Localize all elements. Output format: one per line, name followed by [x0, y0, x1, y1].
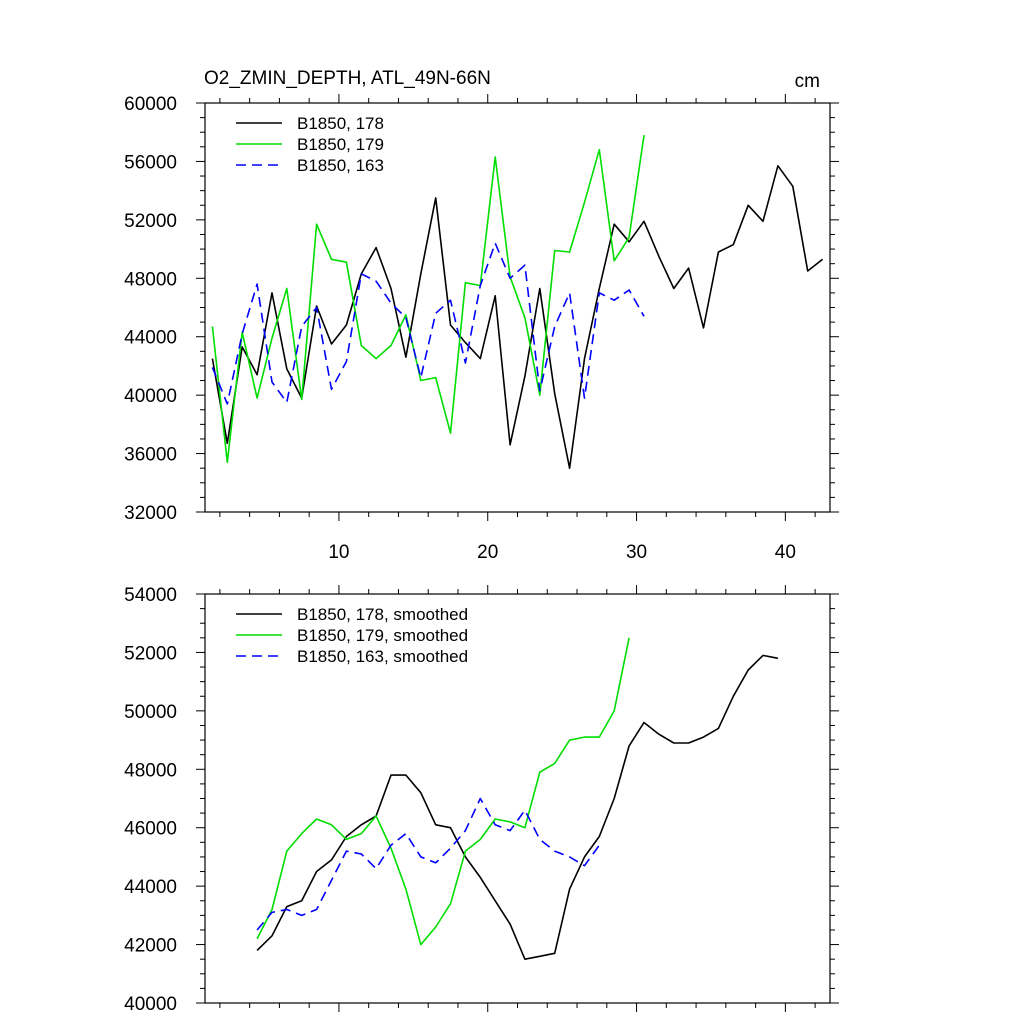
legend-label: B1850, 178, smoothed [297, 605, 468, 624]
y-tick-label: 44000 [124, 877, 177, 898]
y-tick-label: 44000 [124, 328, 177, 349]
series-line [256, 797, 600, 931]
series-line [211, 242, 645, 405]
chart-title: O2_ZMIN_DEPTH, ATL_49N-66N [204, 68, 491, 89]
x-tick-label: 30 [626, 542, 647, 563]
legend-label: B1850, 163 [297, 156, 384, 175]
x-tick-label: 40 [775, 542, 796, 563]
series-line [256, 654, 779, 961]
legend-label: B1850, 178 [297, 114, 384, 133]
y-tick-label: 42000 [124, 936, 177, 957]
bottom-panel: 40000 42000 44000 46000 48000 50000 52000 54000… [124, 585, 839, 1015]
y-tick-label: 48000 [124, 760, 177, 781]
y-tick-label: 52000 [124, 643, 177, 664]
x-tick-label: 10 [328, 542, 349, 563]
y-tick-label: 36000 [124, 445, 177, 466]
y-tick-label: 54000 [124, 585, 177, 606]
y-tick-label: 40000 [124, 994, 177, 1015]
series-line [256, 637, 630, 946]
x-tick-label: 20 [477, 542, 498, 563]
y-tick-label: 46000 [124, 819, 177, 840]
units-label: cm [795, 71, 820, 92]
y-tick-label: 48000 [124, 269, 177, 290]
y-tick-label: 56000 [124, 152, 177, 173]
series-line [211, 165, 824, 470]
series-line [211, 134, 645, 464]
top-panel: 32000 36000 40000 44000 48000 52000 56000 60000… [124, 94, 839, 563]
y-tick-label: 32000 [124, 503, 177, 524]
y-tick-label: 60000 [124, 94, 177, 115]
y-tick-label: 50000 [124, 702, 177, 723]
y-tick-label: 40000 [124, 386, 177, 407]
legend-label: B1850, 163, smoothed [297, 647, 468, 666]
y-tick-label: 52000 [124, 211, 177, 232]
legend-label: B1850, 179, smoothed [297, 626, 468, 645]
legend-label: B1850, 179 [297, 135, 384, 154]
